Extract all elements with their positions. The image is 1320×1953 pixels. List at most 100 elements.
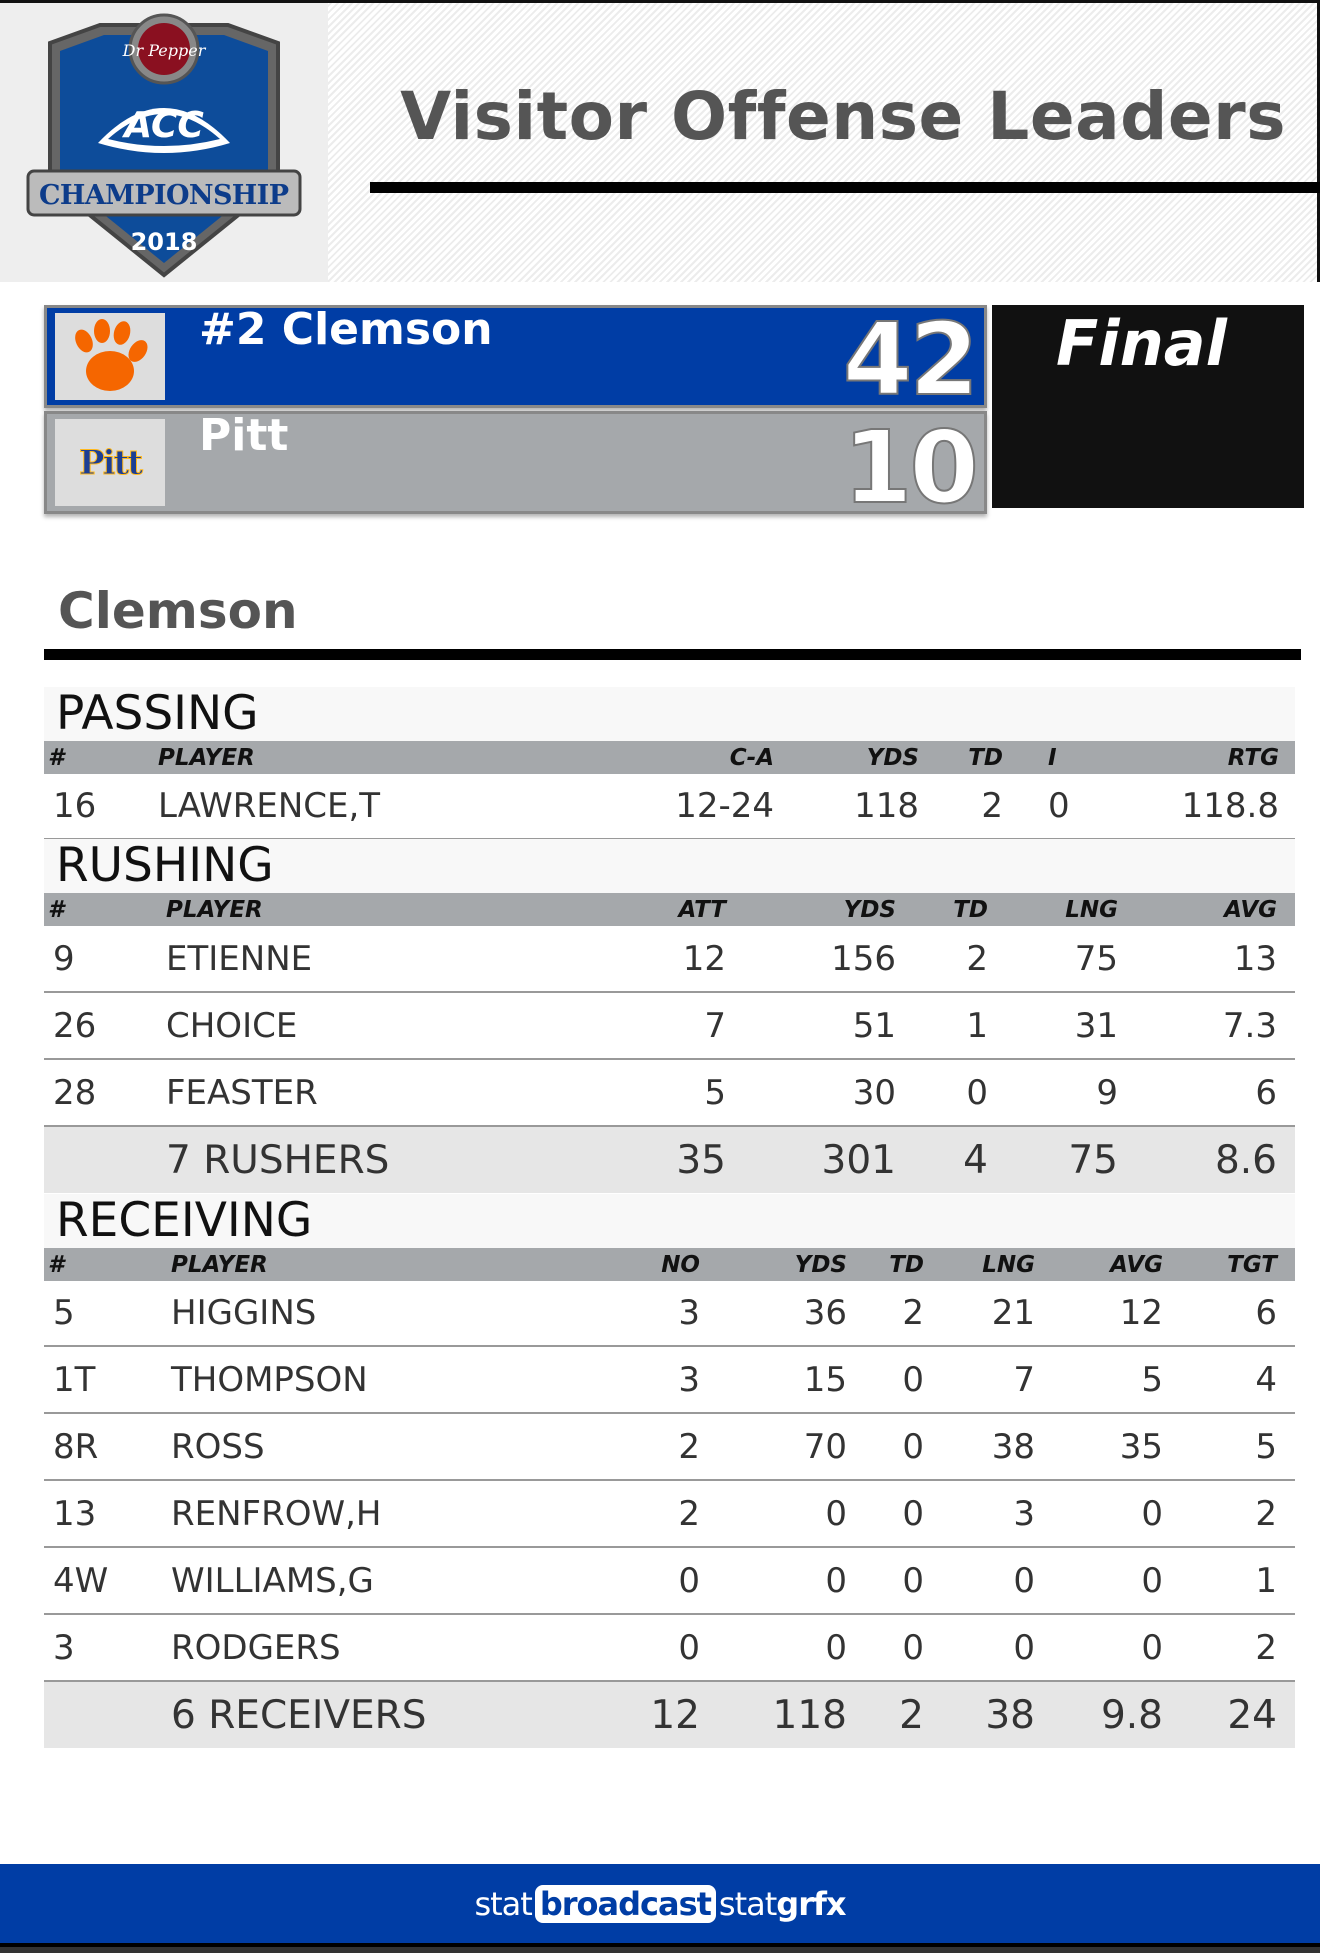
stat-value: 31 [1074,1005,1118,1046]
column-header: AVG [1224,896,1277,923]
column-header: PLAYER [158,744,255,771]
receiving-header-row: # PLAYER NO YDS TD LNG AVG TGT [44,1248,1295,1281]
jersey-number: 28 [53,1072,97,1113]
player-name: ETIENNE [166,938,313,979]
stat-value: 21 [991,1292,1035,1333]
stat-value: 3 [1013,1493,1035,1534]
player-name: WILLIAMS,G [171,1560,374,1601]
stat-value: 0 [1141,1493,1163,1534]
stat-value: 7.3 [1222,1005,1277,1046]
stat-value: 4 [1255,1359,1277,1400]
passing-player-row: 16 LAWRENCE,T 12-24 118 2 0 118.8 [44,773,1295,840]
stat-value: 15 [803,1359,847,1400]
stat-value: 2 [678,1493,700,1534]
stat-value: 0 [678,1560,700,1601]
column-header: # [48,744,65,771]
rushing-section-title: RUSHING [44,839,1295,893]
stat-value: 118.8 [1181,785,1279,826]
stat-value: 12 [650,1692,700,1738]
stat-value: 35 [1119,1426,1163,1467]
receiving-total-row: 6 RECEIVERS 12 118 2 38 9.8 24 [44,1682,1295,1748]
receiving-player-row: 4W WILLIAMS,G 0 0 0 0 0 1 [44,1548,1295,1615]
clemson-paw-icon [55,313,165,400]
column-header: PLAYER [171,1251,268,1278]
statbroadcast-logo: stat broadcast stat grfx [474,1884,847,1923]
column-header: TD [889,1251,924,1278]
stat-value: 2 [981,785,1003,826]
stat-value: 2 [1255,1627,1277,1668]
column-header: TD [968,744,1003,771]
team-heading-rule [44,649,1301,660]
column-header: PLAYER [166,896,263,923]
receiving-player-row: 3 RODGERS 0 0 0 0 0 2 [44,1615,1295,1682]
stat-value: 5 [1141,1359,1163,1400]
receiving-player-row: 8R ROSS 2 70 0 38 35 5 [44,1414,1295,1481]
away-team-name: Pitt [199,410,289,461]
stat-value: 2 [1255,1493,1277,1534]
column-header: YDS [794,1251,847,1278]
stat-value: 35 [676,1137,726,1183]
stat-value: 0 [902,1426,924,1467]
stat-value: 0 [825,1560,847,1601]
column-header: LNG [982,1251,1035,1278]
svg-text:CHAMPIONSHIP: CHAMPIONSHIP [39,180,289,211]
home-team-name: #2 Clemson [199,304,493,355]
rushing-header-row: # PLAYER ATT YDS TD LNG AVG [44,893,1295,926]
player-name: ROSS [171,1426,265,1467]
jersey-number: 4W [53,1560,109,1601]
stat-value: 0 [902,1560,924,1601]
stat-value: 12-24 [675,785,774,826]
jersey-number: 26 [53,1005,97,1046]
rushing-player-row: 28 FEASTER 5 30 0 9 6 [44,1060,1295,1127]
stat-value: 38 [985,1692,1035,1738]
player-name: 7 RUSHERS [166,1137,390,1183]
stat-value: 1 [966,1005,988,1046]
svg-text:Dr Pepper: Dr Pepper [122,41,207,60]
home-team-row: #2 Clemson 42 [44,304,987,411]
stat-value: 0 [1013,1627,1035,1668]
column-header: # [48,1251,65,1278]
stat-value: 6 [1255,1072,1277,1113]
stat-value: 36 [803,1292,847,1333]
game-status-box: Final [992,305,1304,508]
stat-value: 118 [854,785,919,826]
stat-value: 3 [678,1292,700,1333]
column-header: RTG [1227,744,1279,771]
stat-value: 0 [678,1627,700,1668]
player-name: FEASTER [166,1072,318,1113]
stat-value: 38 [991,1426,1035,1467]
column-header: LNG [1065,896,1118,923]
acc-championship-logo: Dr Pepper ACC CHAMPIONSHIP 2018 [0,3,328,282]
game-status: Final [1056,307,1227,380]
rushing-total-row: 7 RUSHERS 35 301 4 75 8.6 [44,1127,1295,1193]
player-name: RODGERS [171,1627,341,1668]
stat-value: 1 [1255,1560,1277,1601]
stat-value: 7 [704,1005,726,1046]
receiving-player-row: 5 HIGGINS 3 36 2 21 12 6 [44,1280,1295,1347]
stat-value: 0 [902,1627,924,1668]
stat-value: 51 [852,1005,896,1046]
stat-value: 0 [1048,785,1070,826]
jersey-number: 3 [53,1627,75,1668]
stat-value: 3 [678,1359,700,1400]
stat-value: 9.8 [1100,1692,1163,1738]
stat-value: 12 [1119,1292,1163,1333]
stat-value: 0 [1141,1627,1163,1668]
stat-value: 5 [1255,1426,1277,1467]
column-header: # [48,896,65,923]
stat-value: 0 [1013,1560,1035,1601]
away-team-row: Pitt Pitt 10 [44,410,987,519]
pitt-logo: Pitt [55,419,165,506]
pitt-logo-text: Pitt [79,442,144,483]
stat-value: 2 [966,938,988,979]
stat-value: 301 [821,1137,896,1183]
column-header: NO [661,1251,700,1278]
jersey-number: 13 [53,1493,97,1534]
stat-value: 24 [1227,1692,1277,1738]
away-team-score: 10 [842,409,980,526]
jersey-number: 8R [53,1426,99,1467]
player-name: RENFROW,H [171,1493,382,1534]
jersey-number: 5 [53,1292,75,1333]
rushing-player-row: 9 ETIENNE 12 156 2 75 13 [44,926,1295,993]
column-header: TD [953,896,988,923]
